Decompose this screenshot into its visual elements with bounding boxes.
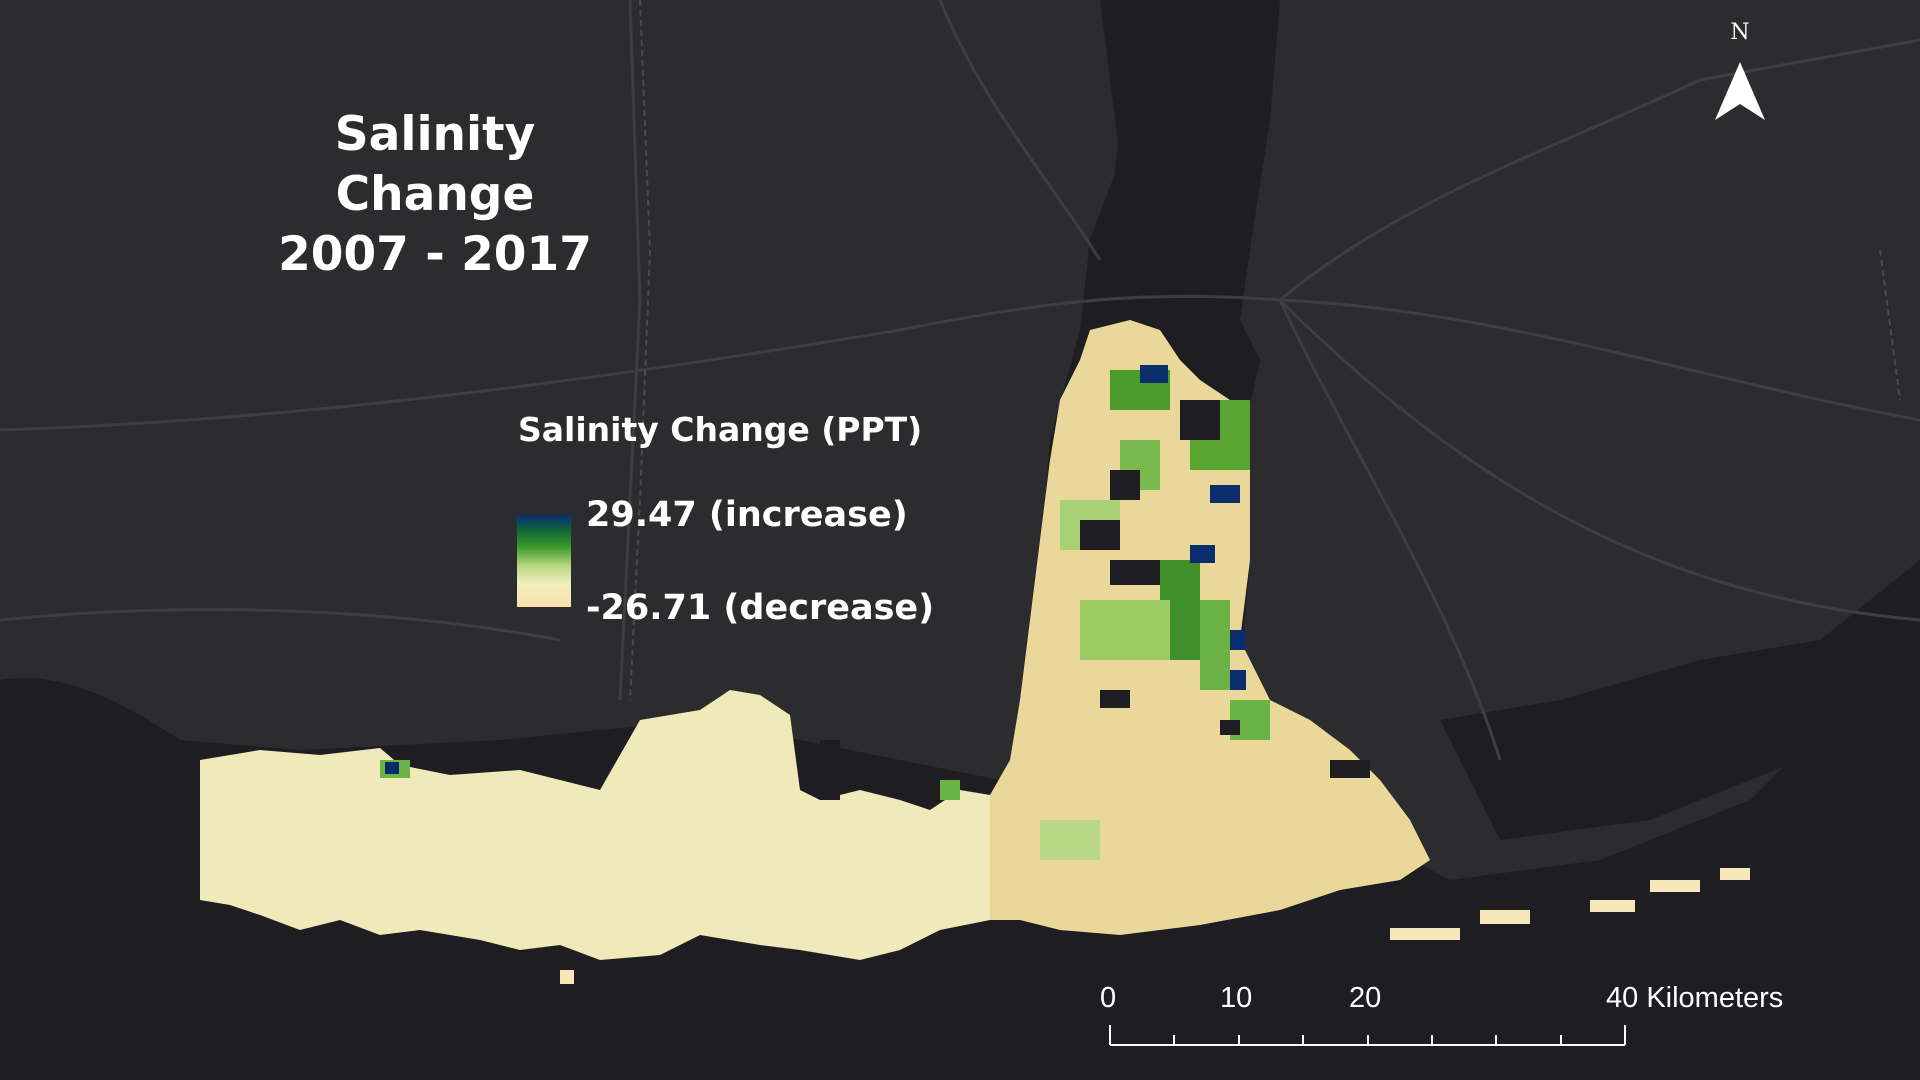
scale-label-10: 10 — [1220, 982, 1253, 1014]
barrier-island-raster — [560, 868, 1750, 984]
map-title-line1: Salinity Change — [334, 107, 536, 222]
legend-title: Salinity Change (PPT) — [518, 410, 923, 449]
state-borders — [629, 0, 1901, 701]
scale-label-40-kilometers: 40 Kilometers — [1606, 982, 1784, 1014]
scale-bar — [1109, 1025, 1626, 1046]
no-data-holes — [820, 400, 1370, 800]
delta-channels — [1105, 0, 1245, 282]
map-title: Salinity Change 2007 - 2017 — [230, 105, 640, 285]
legend-color-ramp — [517, 515, 571, 607]
salinity-high-increase-patches — [385, 365, 1246, 774]
east-water — [1440, 560, 1920, 840]
map-title-line2: 2007 - 2017 — [278, 227, 592, 282]
road-network — [0, 0, 1920, 761]
scale-label-20: 20 — [1349, 982, 1382, 1014]
legend-low-label: -26.71 (decrease) — [586, 588, 935, 628]
salinity-raster-west — [200, 690, 990, 960]
north-label: N — [1730, 20, 1750, 45]
north-arrow-icon — [1715, 62, 1765, 120]
scale-label-0: 0 — [1100, 982, 1117, 1014]
legend-high-label: 29.47 (increase) — [586, 495, 908, 535]
